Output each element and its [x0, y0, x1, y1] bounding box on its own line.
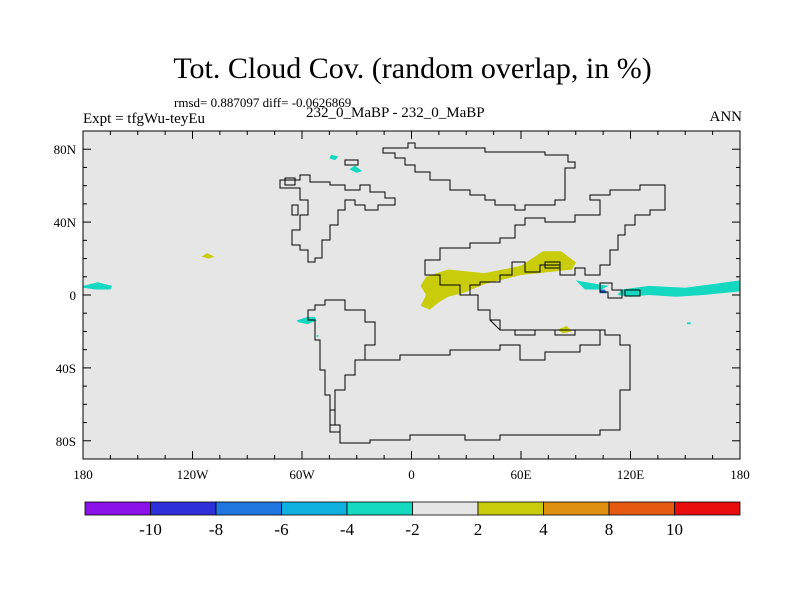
anomaly-regions [83, 154, 740, 337]
colorbar-swatch [543, 501, 610, 516]
colorbar-swatch [150, 501, 217, 516]
colorbar-label: 4 [539, 520, 548, 539]
y-tick-label: 40S [56, 361, 76, 376]
x-tick-label: 180 [730, 467, 750, 482]
region-teal-dateline [83, 282, 113, 290]
colorbar-swatch [608, 501, 675, 516]
coastline-eurasia [329, 184, 666, 444]
region-teal-small-east [687, 322, 691, 325]
y-tick-label: 80S [56, 434, 76, 449]
colorbar-label: -2 [405, 520, 419, 539]
coastline-greenland [382, 142, 576, 211]
colorbar-swatch [84, 501, 151, 516]
colorbar-label: -4 [340, 520, 355, 539]
region-teal-south-america [296, 316, 317, 325]
colorbar-label: -6 [274, 520, 288, 539]
x-tick-label: 120E [617, 467, 645, 482]
x-tick-label: 180 [73, 467, 93, 482]
coastline-maritime [544, 261, 641, 299]
y-tick-label: 80N [54, 142, 77, 157]
experiment-label: Expt = tfgWu-teyEu [83, 111, 205, 127]
colorbar: -10 -8 -6 -4 -2 2 4 8 10 [84, 501, 741, 539]
y-tick-label: 40N [54, 215, 77, 230]
colorbar-label: 2 [474, 520, 483, 539]
colorbar-label: 10 [666, 520, 683, 539]
colorbar-label: -10 [139, 520, 162, 539]
season-label: ANN [709, 109, 743, 125]
colorbar-swatch [477, 501, 544, 516]
colorbar-swatch [346, 501, 413, 516]
x-axis-ticks: 180 120W 60W 0 60E 120E 180 [73, 131, 750, 482]
region-yellow-pacific [201, 253, 215, 259]
chart-title: Tot. Cloud Cov. (random overlap, in %) [173, 52, 652, 85]
x-tick-label: 0 [408, 467, 415, 482]
colorbar-label: 8 [605, 520, 614, 539]
y-tick-label: 0 [70, 288, 77, 303]
coastlines [279, 142, 666, 444]
region-yellow-africa-band [420, 251, 576, 310]
region-teal-north-1 [329, 154, 339, 161]
region-teal-small-1 [316, 335, 319, 337]
rmsd-diff-label: rmsd= 0.887097 diff= -0.0626869 [174, 95, 352, 110]
x-tick-label: 60E [511, 467, 532, 482]
case-label: 232_0_MaBP - 232_0_MaBP [306, 105, 485, 121]
colorbar-swatch [412, 501, 479, 516]
x-tick-label: 60W [289, 467, 315, 482]
colorbar-label: -8 [209, 520, 223, 539]
coastline-canada-islands [284, 159, 359, 216]
colorbar-swatch [674, 501, 741, 516]
coastline-north-america [279, 174, 396, 263]
y-axis-ticks: 80N 40N 0 40S 80S [54, 142, 740, 449]
region-teal-pacific-band [617, 280, 740, 297]
colorbar-swatch [281, 501, 348, 516]
region-teal-north-2 [349, 165, 363, 173]
x-tick-label: 120W [177, 467, 210, 482]
colorbar-swatch [215, 501, 282, 516]
